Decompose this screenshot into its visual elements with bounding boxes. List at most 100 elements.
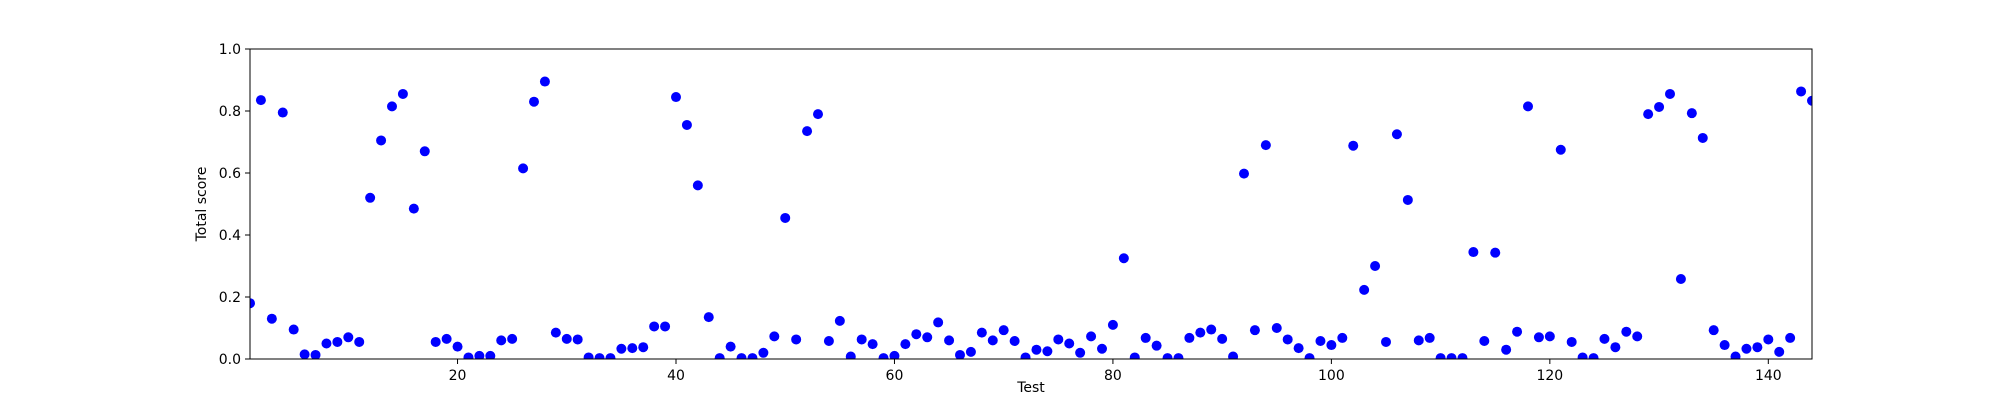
data-point <box>1260 140 1271 151</box>
data-point <box>900 339 911 350</box>
data-point <box>1435 353 1446 359</box>
data-point <box>299 349 310 359</box>
data-point <box>660 321 671 332</box>
data-point <box>736 353 747 359</box>
data-point <box>944 335 955 346</box>
data-point <box>1774 346 1785 357</box>
data-point <box>780 212 791 223</box>
data-point <box>1359 284 1370 295</box>
data-point <box>692 180 703 191</box>
data-point <box>758 347 769 358</box>
data-point <box>1501 344 1512 355</box>
data-points <box>250 76 1812 359</box>
data-point <box>834 315 845 326</box>
data-point <box>867 339 878 350</box>
data-point <box>572 334 583 345</box>
data-point <box>1173 353 1184 359</box>
data-point <box>1730 351 1741 359</box>
data-point <box>397 88 408 99</box>
data-point <box>922 332 933 343</box>
data-point <box>1053 334 1064 345</box>
data-point <box>354 336 365 347</box>
data-point <box>1512 326 1523 337</box>
data-point <box>387 101 397 112</box>
data-point <box>343 332 354 343</box>
data-point <box>1107 319 1118 330</box>
data-point <box>605 353 616 359</box>
data-point <box>485 350 496 359</box>
data-point <box>1315 336 1326 347</box>
data-point <box>1523 101 1533 112</box>
data-point <box>769 331 780 342</box>
data-point <box>791 334 802 345</box>
data-point <box>823 336 834 347</box>
data-point <box>288 324 299 335</box>
data-point <box>310 349 321 359</box>
data-point <box>1763 334 1774 345</box>
data-point <box>463 352 474 359</box>
data-point <box>1031 344 1042 355</box>
data-point <box>1228 351 1239 359</box>
data-point <box>1533 332 1544 343</box>
data-point <box>1588 353 1599 359</box>
data-point <box>856 334 867 345</box>
data-point <box>1643 109 1654 120</box>
data-point <box>933 317 944 328</box>
y-axis-label: Total score <box>194 167 210 243</box>
data-point <box>965 346 976 357</box>
data-point <box>1042 346 1053 357</box>
data-point <box>1370 261 1381 271</box>
data-point <box>1490 247 1501 258</box>
data-point <box>1457 353 1468 359</box>
data-point <box>1632 331 1643 342</box>
data-point <box>561 333 572 344</box>
plot-frame <box>249 48 1813 360</box>
data-point <box>1402 194 1413 205</box>
data-point <box>496 335 507 346</box>
data-point <box>1381 336 1391 347</box>
data-point <box>1097 343 1107 354</box>
y-tick-label: 0.8 <box>219 104 241 120</box>
data-point <box>627 343 638 354</box>
data-point <box>452 341 463 352</box>
data-point <box>889 350 900 359</box>
data-point <box>408 203 419 214</box>
data-point <box>1654 101 1665 112</box>
y-tick-label: 0.4 <box>219 228 241 244</box>
data-point <box>365 192 376 203</box>
data-point <box>1479 336 1490 347</box>
x-axis-label: Test <box>1016 380 1045 396</box>
data-point <box>638 342 649 353</box>
data-point <box>1610 342 1621 353</box>
data-point <box>1195 327 1206 338</box>
data-point <box>1719 340 1730 351</box>
data-point <box>955 349 965 359</box>
data-point <box>1413 335 1424 346</box>
data-point <box>376 135 387 146</box>
data-point <box>1697 132 1708 143</box>
data-point <box>1184 332 1195 343</box>
data-point <box>1665 88 1675 99</box>
y-tick-label: 0.6 <box>219 166 241 182</box>
data-point <box>987 335 998 346</box>
data-point <box>1129 352 1140 359</box>
data-point <box>1075 347 1086 358</box>
data-point <box>1249 325 1260 336</box>
data-point <box>1446 353 1457 359</box>
x-tick-label: 60 <box>886 368 904 384</box>
x-tick-label: 80 <box>1104 368 1122 384</box>
data-point <box>1708 325 1719 336</box>
data-point <box>441 333 452 344</box>
data-point <box>1555 144 1566 155</box>
data-point <box>1140 332 1151 343</box>
y-tick-label: 0.2 <box>219 290 241 306</box>
data-point <box>1741 343 1752 354</box>
data-point <box>1686 108 1697 119</box>
data-point <box>1577 352 1588 359</box>
data-point <box>998 325 1009 336</box>
data-point <box>1424 332 1435 343</box>
data-point <box>1348 140 1359 151</box>
data-point <box>1304 353 1315 359</box>
x-axis-ticks: 20 40 60 80 100 120 140 <box>449 359 1782 384</box>
